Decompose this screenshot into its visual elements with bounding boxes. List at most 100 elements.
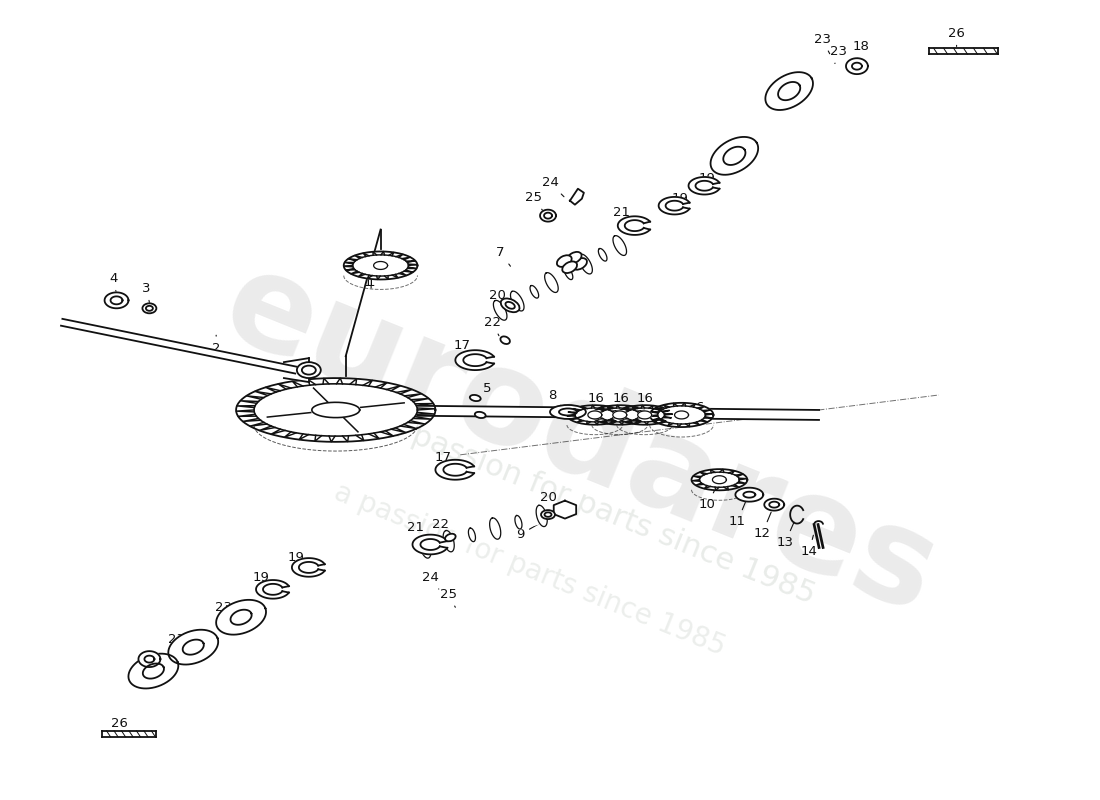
Ellipse shape bbox=[475, 412, 486, 418]
Polygon shape bbox=[598, 249, 607, 261]
Text: 25: 25 bbox=[440, 588, 456, 607]
Polygon shape bbox=[617, 405, 672, 425]
Text: 23: 23 bbox=[214, 601, 238, 619]
Polygon shape bbox=[129, 654, 178, 689]
Text: 7: 7 bbox=[496, 246, 510, 266]
Text: 5: 5 bbox=[483, 406, 492, 419]
Text: 17: 17 bbox=[434, 451, 453, 470]
Polygon shape bbox=[846, 58, 868, 74]
Ellipse shape bbox=[297, 362, 321, 378]
Polygon shape bbox=[510, 291, 524, 311]
Polygon shape bbox=[530, 286, 539, 298]
Text: 19: 19 bbox=[287, 551, 306, 567]
Polygon shape bbox=[928, 48, 999, 54]
Polygon shape bbox=[311, 402, 360, 418]
Text: 1: 1 bbox=[367, 276, 375, 290]
Text: 10: 10 bbox=[698, 487, 716, 511]
Text: 18: 18 bbox=[852, 40, 869, 58]
Polygon shape bbox=[544, 213, 552, 218]
Text: 21: 21 bbox=[614, 206, 631, 226]
Polygon shape bbox=[769, 502, 779, 508]
Polygon shape bbox=[692, 469, 747, 490]
Ellipse shape bbox=[470, 395, 481, 401]
Polygon shape bbox=[540, 210, 556, 222]
Ellipse shape bbox=[500, 337, 510, 344]
Polygon shape bbox=[613, 411, 627, 419]
Text: 12: 12 bbox=[754, 512, 771, 540]
Polygon shape bbox=[231, 610, 252, 625]
Polygon shape bbox=[497, 239, 623, 317]
Polygon shape bbox=[412, 534, 448, 554]
Polygon shape bbox=[744, 492, 756, 498]
Ellipse shape bbox=[541, 510, 556, 519]
Text: 9: 9 bbox=[516, 516, 552, 541]
Polygon shape bbox=[566, 405, 623, 425]
Polygon shape bbox=[689, 177, 719, 194]
Polygon shape bbox=[570, 189, 584, 205]
Text: a passion for parts since 1985: a passion for parts since 1985 bbox=[330, 478, 729, 661]
Polygon shape bbox=[618, 216, 650, 235]
Text: 22: 22 bbox=[432, 518, 449, 537]
Text: 19: 19 bbox=[671, 192, 688, 210]
Text: 21: 21 bbox=[407, 521, 427, 541]
Text: 20: 20 bbox=[488, 289, 506, 306]
Polygon shape bbox=[515, 515, 522, 529]
Text: 24: 24 bbox=[541, 176, 564, 197]
Text: 13: 13 bbox=[777, 522, 794, 549]
Polygon shape bbox=[564, 267, 573, 280]
Polygon shape bbox=[343, 251, 418, 279]
Polygon shape bbox=[600, 408, 640, 422]
Polygon shape bbox=[764, 498, 784, 510]
Polygon shape bbox=[143, 663, 164, 678]
Polygon shape bbox=[711, 137, 758, 174]
Polygon shape bbox=[254, 384, 418, 436]
Text: eurodares: eurodares bbox=[206, 239, 954, 640]
Text: 19: 19 bbox=[698, 172, 716, 193]
Text: 26: 26 bbox=[111, 718, 130, 734]
Polygon shape bbox=[424, 503, 566, 554]
Text: 24: 24 bbox=[422, 571, 439, 589]
Polygon shape bbox=[292, 558, 324, 577]
Text: 2: 2 bbox=[212, 335, 220, 354]
Text: 23: 23 bbox=[814, 33, 830, 54]
Text: 11: 11 bbox=[729, 500, 746, 528]
Ellipse shape bbox=[550, 405, 586, 419]
Polygon shape bbox=[139, 651, 161, 667]
Ellipse shape bbox=[142, 303, 156, 314]
Text: 5: 5 bbox=[477, 382, 492, 398]
Text: 16: 16 bbox=[587, 391, 604, 412]
Polygon shape bbox=[110, 296, 122, 304]
Text: 16: 16 bbox=[613, 391, 629, 412]
Polygon shape bbox=[104, 292, 129, 308]
Ellipse shape bbox=[562, 262, 578, 273]
Polygon shape bbox=[420, 537, 431, 558]
Polygon shape bbox=[374, 262, 387, 270]
Polygon shape bbox=[713, 476, 726, 484]
Polygon shape bbox=[561, 503, 569, 517]
Polygon shape bbox=[625, 408, 664, 422]
Polygon shape bbox=[658, 406, 705, 424]
Text: 20: 20 bbox=[540, 491, 557, 512]
Polygon shape bbox=[183, 639, 204, 654]
Ellipse shape bbox=[500, 298, 519, 312]
Polygon shape bbox=[650, 403, 714, 427]
Polygon shape bbox=[700, 472, 739, 487]
Polygon shape bbox=[469, 528, 475, 542]
Polygon shape bbox=[436, 460, 474, 480]
Polygon shape bbox=[553, 501, 576, 518]
Polygon shape bbox=[536, 506, 548, 526]
Polygon shape bbox=[659, 197, 690, 214]
Text: 22: 22 bbox=[484, 316, 500, 336]
Polygon shape bbox=[736, 488, 763, 502]
Polygon shape bbox=[587, 411, 602, 419]
Text: a passion for parts since 1985: a passion for parts since 1985 bbox=[381, 410, 820, 610]
Polygon shape bbox=[544, 273, 558, 293]
Polygon shape bbox=[284, 358, 309, 382]
Polygon shape bbox=[216, 600, 266, 634]
Ellipse shape bbox=[446, 534, 455, 542]
Text: 6: 6 bbox=[684, 402, 704, 414]
Polygon shape bbox=[579, 254, 593, 274]
Polygon shape bbox=[592, 405, 648, 425]
Text: 14: 14 bbox=[801, 535, 817, 558]
Text: 8: 8 bbox=[548, 389, 563, 408]
